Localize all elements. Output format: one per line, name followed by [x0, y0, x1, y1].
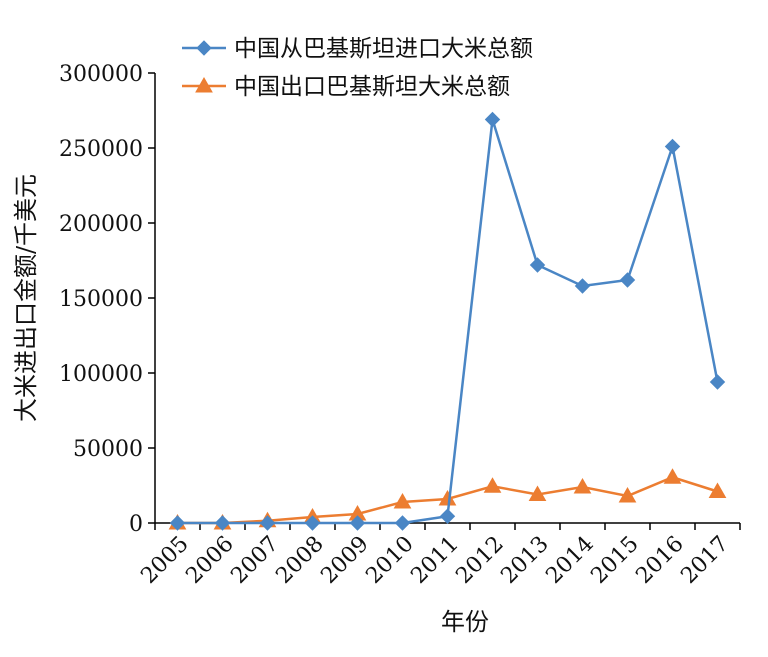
- data-point: [349, 515, 366, 531]
- data-point: [663, 468, 682, 484]
- x-tick-label: 2014: [541, 532, 598, 589]
- data-point: [574, 278, 591, 294]
- x-tick-label: 2016: [631, 532, 688, 589]
- x-tick-label: 2011: [406, 532, 463, 589]
- x-axis-ticks: 2005200620072008200920102011201220132014…: [136, 523, 741, 589]
- x-tick-label: 2015: [586, 532, 643, 589]
- data-point: [169, 515, 186, 531]
- legend-label: 中国从巴基斯坦进口大米总额: [234, 36, 533, 62]
- x-tick-label: 2006: [181, 532, 238, 589]
- data-point: [439, 508, 456, 524]
- series-1: [169, 111, 726, 531]
- data-point: [528, 485, 547, 501]
- x-tick-label: 2010: [361, 532, 418, 589]
- y-tick-label: 150000: [59, 287, 143, 312]
- data-point: [708, 482, 727, 498]
- data-point: [394, 515, 411, 531]
- data-point: [259, 515, 276, 531]
- y-tick-label: 300000: [59, 62, 143, 87]
- data-point: [709, 374, 726, 390]
- x-tick-label: 2017: [676, 532, 733, 589]
- x-axis-title: 年份: [441, 608, 489, 636]
- data-point: [573, 477, 592, 494]
- legend-item: 中国从巴基斯坦进口大米总额: [182, 36, 533, 62]
- x-tick-label: 2013: [496, 532, 553, 589]
- data-point: [618, 486, 637, 503]
- series-line: [177, 119, 719, 525]
- y-axis-ticks: 0 50000 100000 150000 200000 250000 300000: [59, 62, 155, 537]
- axes: [154, 73, 740, 524]
- data-point: [393, 492, 412, 509]
- x-tick-label: 2007: [226, 532, 283, 589]
- data-point: [304, 515, 321, 531]
- legend-marker: [195, 76, 213, 93]
- legend-marker: [196, 40, 212, 56]
- data-point: [483, 477, 502, 493]
- x-tick-label: 2005: [136, 532, 193, 589]
- x-tick-label: 2008: [271, 532, 328, 589]
- legend-label: 中国出口巴基斯坦大米总额: [234, 74, 510, 100]
- data-point: [619, 272, 636, 288]
- data-point: [484, 111, 501, 128]
- y-tick-label: 200000: [59, 212, 143, 237]
- y-tick-label: 250000: [59, 137, 143, 162]
- x-tick-label: 2012: [451, 532, 508, 589]
- series-layer: [168, 111, 727, 531]
- data-point: [664, 138, 681, 155]
- y-tick-label: 100000: [59, 362, 143, 387]
- data-point: [438, 489, 457, 506]
- y-axis-title: 大米进出口金额/千美元: [12, 174, 40, 422]
- data-point: [529, 257, 546, 273]
- data-point: [214, 515, 231, 531]
- y-tick-label: 50000: [73, 437, 143, 462]
- x-tick-label: 2009: [316, 532, 373, 589]
- y-tick-label: 0: [129, 512, 143, 537]
- legend-item: 中国出口巴基斯坦大米总额: [182, 74, 510, 100]
